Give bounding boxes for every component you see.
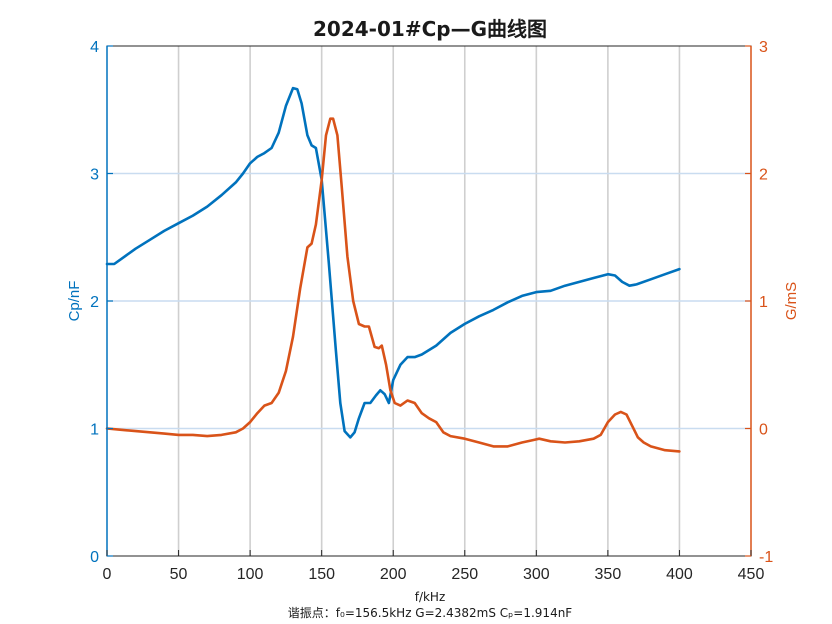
y-tick-label-left: 4 — [90, 39, 99, 56]
y-tick-label-right: -1 — [759, 549, 773, 566]
g-series-line — [105, 117, 681, 453]
x-tick-label: 300 — [523, 566, 550, 583]
y-tick-label-left: 1 — [90, 422, 99, 439]
y-tick-label-left: 2 — [90, 294, 99, 311]
x-tick-label: 100 — [237, 566, 264, 583]
resonance-annotation: 谐振点：f₀=156.5kHz G=2.4382mS Cₚ=1.914nF — [288, 606, 573, 620]
series-layer — [105, 86, 681, 453]
y-tick-label-right: 3 — [759, 39, 768, 56]
cp-series-line — [105, 86, 681, 439]
y-axis-label-right: G/mS — [783, 282, 800, 320]
tick-labels: 0 50 100 150 200 250 300 350 400 450 0 1 2 3 4 -1 0 1 2 3 — [90, 39, 773, 583]
y-axis-label-left: Cp/nF — [66, 281, 83, 322]
y-tick-label-right: 2 — [759, 167, 768, 184]
x-tick-label: 0 — [103, 566, 112, 583]
x-tick-label: 400 — [666, 566, 693, 583]
x-tick-label: 350 — [595, 566, 622, 583]
grid-lines — [107, 46, 751, 556]
x-axis-label: f/kHz — [415, 590, 446, 604]
y-tick-label-left: 3 — [90, 167, 99, 184]
x-tick-label: 200 — [380, 566, 407, 583]
y-tick-label-right: 0 — [759, 422, 768, 439]
chart-title: 2024-01#Cp—G曲线图 — [313, 17, 547, 41]
x-tick-label: 450 — [738, 566, 765, 583]
y-tick-label-left: 0 — [90, 549, 99, 566]
x-tick-label: 150 — [308, 566, 335, 583]
y-tick-label-right: 1 — [759, 294, 768, 311]
x-tick-label: 250 — [451, 566, 478, 583]
x-tick-label: 50 — [170, 566, 188, 583]
